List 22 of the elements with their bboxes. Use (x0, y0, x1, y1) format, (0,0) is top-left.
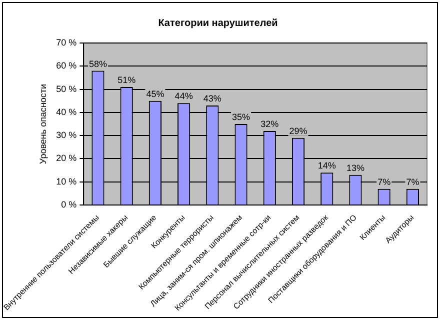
y-tick-label: 20 % (56, 153, 77, 164)
data-label: 43% (203, 93, 222, 104)
data-label: 58% (88, 58, 107, 69)
data-label: 7% (378, 176, 391, 187)
data-label: 14% (318, 160, 336, 171)
data-label: 7% (406, 176, 420, 187)
y-tick-label: 70 % (56, 37, 77, 48)
y-tick-label: 50 % (56, 84, 77, 94)
y-tick-label: 40 % (56, 106, 77, 117)
data-label: 51% (118, 74, 136, 85)
y-tick-label: 10 % (56, 176, 77, 186)
data-label: 44% (174, 91, 193, 102)
y-tick-label: 0 % (61, 200, 77, 210)
chart-title: Категории нарушителей (158, 18, 278, 29)
y-tick-label: 30 % (56, 130, 77, 140)
y-axis-title: Уровень опасности (38, 84, 48, 164)
y-tick-label: 60 % (56, 60, 77, 71)
data-label: 35% (232, 112, 250, 122)
data-label: 29% (289, 126, 308, 136)
data-label: 13% (346, 162, 364, 173)
data-label: 32% (260, 118, 279, 129)
data-label: 45% (146, 88, 164, 99)
